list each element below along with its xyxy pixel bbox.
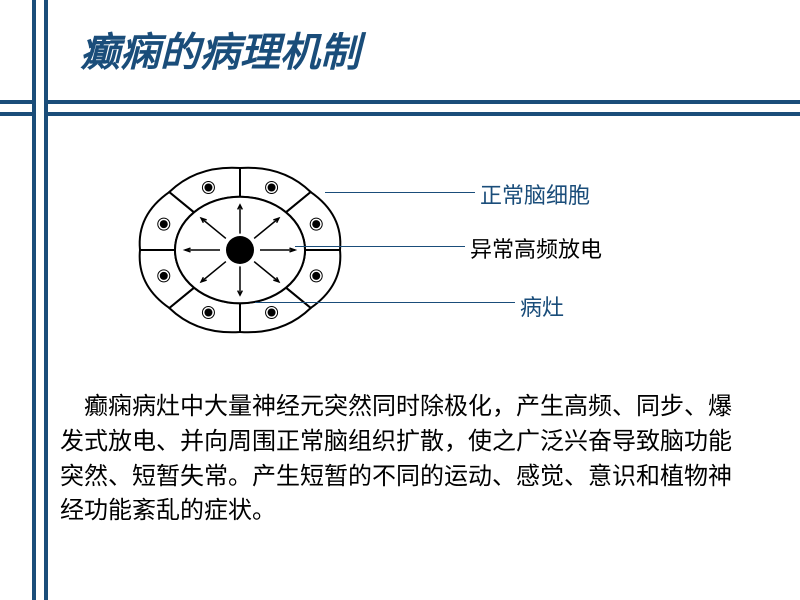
vertical-bar bbox=[32, 0, 48, 600]
diagram-area: 正常脑细胞 异常高频放电 病灶 bbox=[100, 150, 700, 350]
vertical-bar-inner bbox=[36, 0, 44, 600]
body-paragraph: 癫痫病灶中大量神经元突然同时除极化，产生高频、同步、爆发式放电、并向周围正常脑组… bbox=[60, 390, 740, 529]
label-focus: 病灶 bbox=[520, 290, 564, 322]
label-line-normal bbox=[325, 192, 475, 193]
label-abnormal-discharge: 异常高频放电 bbox=[470, 232, 602, 264]
label-line-discharge bbox=[295, 246, 465, 247]
horizontal-bar bbox=[0, 100, 800, 116]
label-line-focus bbox=[255, 302, 515, 303]
cell-diagram bbox=[100, 150, 380, 350]
label-normal-cells: 正常脑细胞 bbox=[480, 178, 590, 210]
slide-title: 癫痫的病理机制 bbox=[80, 20, 360, 78]
horizontal-bar-inner bbox=[0, 104, 800, 112]
